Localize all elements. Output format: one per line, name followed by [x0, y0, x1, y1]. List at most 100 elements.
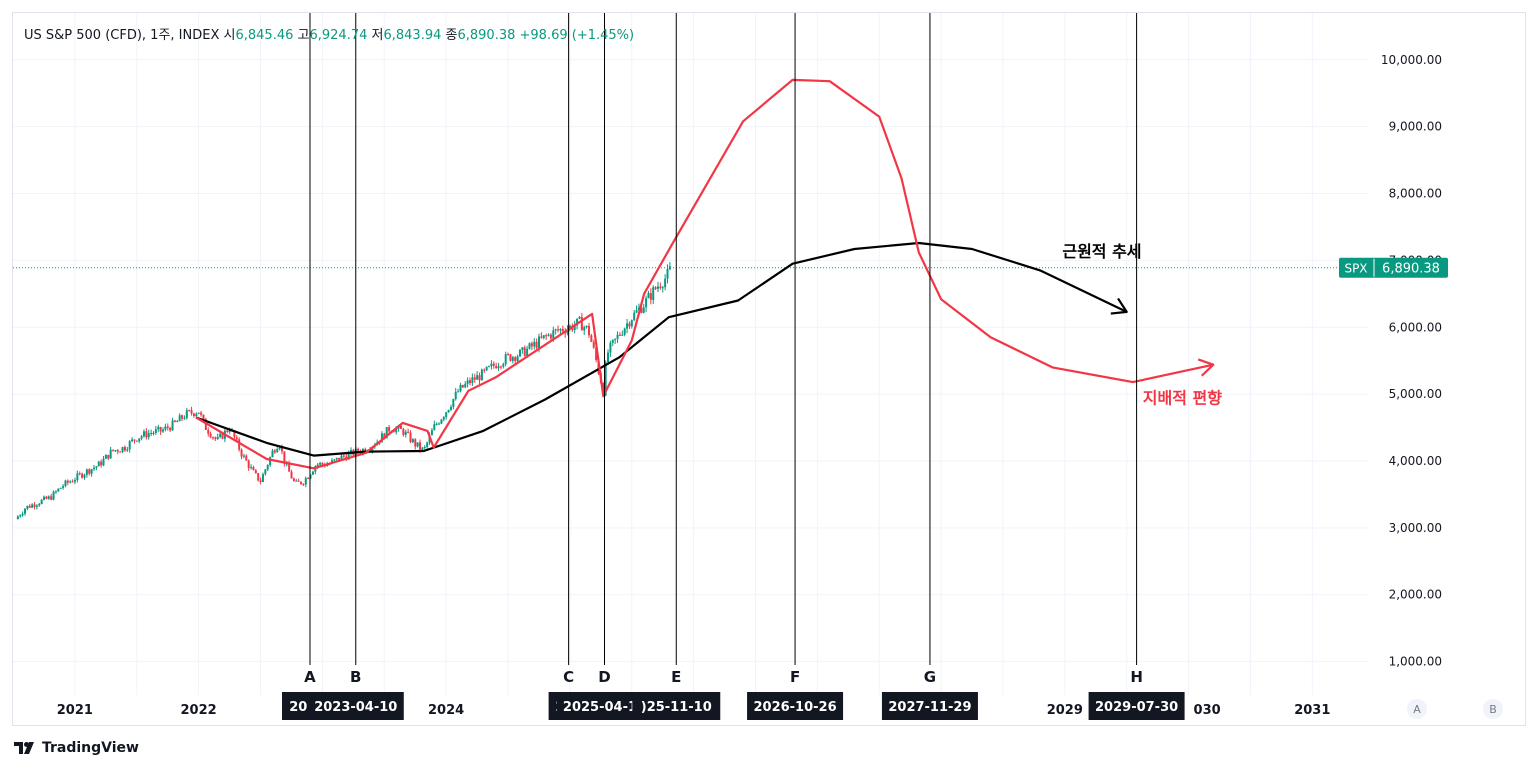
candle-body — [271, 450, 274, 458]
marker-letter: C — [563, 668, 574, 686]
candle-body — [83, 474, 86, 478]
marker-date-label: )25-11-10 — [641, 700, 712, 715]
candle-body — [26, 505, 29, 509]
candle-body — [440, 419, 443, 424]
x-tick-label: 2029 — [1047, 703, 1083, 718]
candle-body — [445, 412, 448, 418]
candle-body — [502, 364, 505, 367]
marker-date-bg — [307, 692, 404, 720]
close-value: 6,890.38 — [457, 28, 516, 43]
candle-body — [668, 266, 671, 270]
candle-body — [419, 442, 422, 450]
candle-body — [514, 357, 517, 361]
y-tick-label: 10,000.00 — [1381, 53, 1442, 67]
candle-body — [402, 428, 405, 435]
candle-body — [357, 448, 360, 453]
candle-body — [471, 377, 474, 383]
high-label: 고 — [297, 28, 310, 43]
scale-button-a[interactable] — [1407, 699, 1427, 719]
price-tag: SPX 6,890.38 — [1339, 257, 1448, 278]
x-axis[interactable]: 202120222024202920310302022-2023-04-1020… — [57, 692, 1331, 720]
candle-body — [216, 436, 219, 439]
candle-body — [183, 418, 186, 420]
price-series — [16, 261, 671, 520]
candle-body — [545, 335, 548, 337]
candle-body — [97, 461, 100, 467]
y-tick-label: 1,000.00 — [1389, 655, 1442, 669]
candle-body — [433, 424, 436, 431]
candle-body — [112, 449, 115, 451]
candle-body — [35, 505, 38, 507]
candle-body — [607, 352, 610, 363]
candle-body — [423, 446, 426, 448]
candle-body — [261, 474, 264, 482]
candle-body — [464, 383, 467, 388]
candle-body — [288, 463, 291, 472]
candle-body — [311, 471, 314, 475]
candle-body — [114, 450, 117, 452]
candle-body — [276, 449, 279, 453]
candle-body — [31, 504, 34, 508]
candle-body — [533, 341, 536, 347]
tradingview-logo[interactable]: TradingView — [14, 740, 139, 756]
candle-body — [38, 503, 41, 506]
candle-body — [173, 420, 176, 422]
candle-body — [338, 457, 341, 461]
candle-body — [509, 354, 512, 361]
candle-body — [176, 421, 179, 423]
candle-body — [411, 439, 414, 443]
y-axis[interactable]: 1,000.00 2,000.00 3,000.00 4,000.00 5,000.00… — [1381, 53, 1442, 669]
low-label: 저 — [371, 28, 384, 43]
candle-body — [242, 455, 245, 457]
change-value: +98.69 (+1.45%) — [519, 28, 635, 43]
candle-body — [207, 429, 210, 434]
candle-body — [319, 462, 322, 465]
candle-body — [185, 410, 188, 419]
candle-body — [614, 338, 617, 340]
candle-body — [383, 433, 386, 439]
symbol-name[interactable]: US S&P 500 (CFD), 1주, INDEX — [24, 28, 220, 43]
candle-body — [154, 429, 157, 433]
candle-body — [409, 432, 412, 443]
candle-body — [59, 487, 62, 489]
candle-body — [142, 431, 145, 437]
marker-date-bg — [632, 692, 721, 720]
price-tag-value: 6,890.38 — [1382, 262, 1440, 277]
candle-body — [162, 429, 165, 432]
candle-body — [647, 293, 650, 299]
candle-body — [554, 329, 557, 331]
candle-body — [590, 335, 593, 342]
series-arrowhead — [1110, 297, 1128, 315]
candle-body — [266, 464, 269, 470]
candle-body — [473, 377, 476, 380]
candle-body — [116, 450, 119, 452]
candle-body — [528, 343, 531, 349]
candle-body — [616, 334, 619, 339]
candle-body — [388, 427, 391, 432]
candle-body — [561, 329, 564, 332]
candle-body — [85, 469, 88, 475]
candle-body — [309, 474, 312, 479]
candle-body — [457, 391, 460, 393]
candle-body — [304, 478, 307, 485]
candle-body — [449, 406, 452, 410]
price-tag-bg — [1339, 257, 1448, 278]
x-tick-label: 2022 — [181, 703, 217, 718]
candle-body — [45, 496, 48, 499]
series-arrowhead — [1197, 358, 1215, 377]
candle-body — [95, 466, 98, 468]
scale-button-b[interactable] — [1483, 699, 1503, 719]
candle-body — [664, 278, 667, 288]
candle-body — [573, 325, 576, 331]
candle-body — [297, 480, 300, 482]
candle-body — [492, 363, 495, 366]
candle-body — [399, 425, 402, 429]
candle-body — [483, 369, 486, 371]
candle-body — [587, 325, 590, 336]
candle-body — [100, 461, 103, 466]
candle-body — [64, 480, 67, 487]
candle-body — [335, 457, 338, 460]
candle-body — [578, 316, 581, 319]
